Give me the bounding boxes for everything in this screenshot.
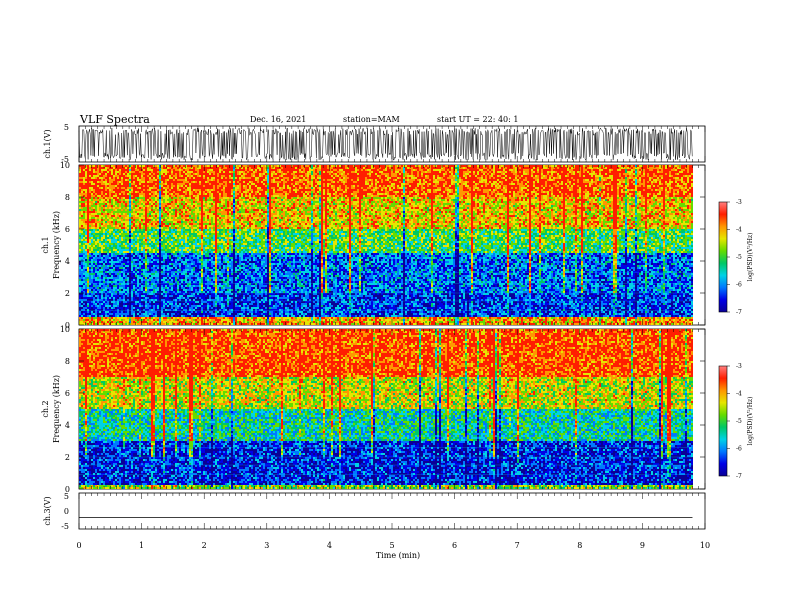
ch2-spectrogram-ytick: 6 — [65, 389, 70, 398]
ch3-waveform-ylabel: ch.3(V) — [43, 496, 52, 525]
x-tick-label: 7 — [515, 541, 520, 550]
ch1-ytick-top: 5 — [64, 123, 69, 132]
ch1-colorbar-tick: -4 — [736, 227, 742, 234]
ch1-colorbar-tick: -6 — [736, 282, 742, 289]
ch1-spectrogram-ylabel-channel: ch.1 — [41, 236, 50, 253]
ch2-spectrogram-ytick: 8 — [65, 357, 70, 366]
ch2-spectrogram-ylabel: Frequency (kHz) — [52, 375, 61, 443]
ch2-spectrogram-ytick: 2 — [65, 453, 70, 462]
x-axis-label: Time (min) — [376, 551, 420, 560]
ch1-colorbar-scale — [719, 202, 727, 312]
ch2-colorbar-scale — [719, 366, 727, 476]
ch2-colorbar-tick: -7 — [736, 473, 742, 480]
ch3-ytick-top: 5 — [64, 492, 69, 501]
x-tick-label: 8 — [577, 541, 582, 550]
ch2-colorbar-tick: -3 — [736, 363, 742, 370]
ch2-spectrogram-ytick: 4 — [65, 421, 70, 430]
ch3-waveform-panel: ch.3(V) 5 0 -5 — [43, 492, 705, 531]
ch2-colorbar: -3 -4 -5 -6 -7 log(PSD)(V²/Hz) — [719, 363, 754, 480]
ch3-ytick-bottom: -5 — [61, 522, 69, 531]
ch1-spectrogram-ytick: 10 — [60, 161, 70, 170]
ch2-colorbar-tick: -4 — [736, 391, 742, 398]
x-tick-label: 6 — [452, 541, 457, 550]
x-tick-label: 10 — [700, 541, 710, 550]
ch2-spectrogram-ylabel-channel: ch.2 — [41, 400, 50, 417]
ch1-colorbar-label: log(PSD)(V²/Hz) — [747, 233, 754, 282]
x-tick-label: 5 — [389, 541, 394, 550]
start-time-label: start UT = 22: 40: 1 — [437, 115, 518, 124]
x-tick-label: 0 — [76, 541, 81, 550]
date-label: Dec. 16, 2021 — [250, 115, 306, 124]
ch1-spectrogram-ytick: 6 — [65, 225, 70, 234]
ch3-ytick-middle: 0 — [64, 507, 69, 516]
ch1-waveform-panel: ch.1(V) 5 -5 — [43, 123, 705, 164]
ch1-colorbar: -3 -4 -5 -6 -7 log(PSD)(V²/Hz) — [719, 199, 754, 316]
ch1-spectrogram-ytick: 2 — [65, 289, 70, 298]
x-tick-label: 9 — [640, 541, 645, 550]
station-label: station=MAM — [343, 115, 400, 124]
x-tick-label: 4 — [327, 541, 332, 550]
ch1-spectrogram-ytick: 4 — [65, 257, 70, 266]
ch2-colorbar-tick: -5 — [736, 418, 742, 425]
ch1-colorbar-tick: -7 — [736, 309, 742, 316]
ch2-spectrogram-ytick: 10 — [60, 325, 70, 334]
ch1-waveform-ylabel: ch.1(V) — [43, 129, 52, 158]
ch1-colorbar-tick: -3 — [736, 199, 742, 206]
ch1-spectrogram-ytick: 8 — [65, 193, 70, 202]
x-tick-label: 2 — [202, 541, 207, 550]
figure-title: VLF Spectra — [79, 113, 150, 126]
ch2-colorbar-label: log(PSD)(V²/Hz) — [747, 397, 754, 446]
ch1-colorbar-tick: -5 — [736, 254, 742, 261]
x-tick-label: 3 — [264, 541, 269, 550]
ch2-colorbar-tick: -6 — [736, 446, 742, 453]
ch1-spectrogram-ylabel: Frequency (kHz) — [52, 211, 61, 279]
x-tick-label: 1 — [139, 541, 144, 550]
